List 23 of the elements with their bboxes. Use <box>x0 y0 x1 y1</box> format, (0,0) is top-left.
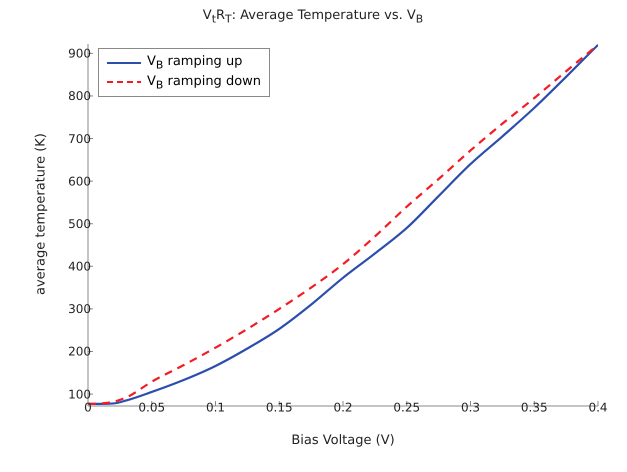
x-tick-label: 0.3 <box>460 400 480 415</box>
y-tick-label: 400 <box>68 260 91 274</box>
y-tick-label: 800 <box>68 89 91 104</box>
x-tick-label: 0 <box>84 400 92 415</box>
x-tick-label: 0.05 <box>138 400 166 415</box>
y-tick-label: 700 <box>68 132 91 146</box>
y-tick-label: 500 <box>68 216 91 231</box>
y-axis-title: average temperature (K) <box>34 133 49 295</box>
x-tick-label: 0.2 <box>333 400 353 415</box>
y-tick-label: 100 <box>68 387 91 402</box>
x-axis-title: Bias Voltage (V) <box>291 433 395 448</box>
x-tick-label: 0.25 <box>393 400 420 415</box>
x-tick-label: 0.35 <box>520 400 548 415</box>
x-tick-label: 0.1 <box>206 400 226 415</box>
y-tick-label: 300 <box>68 302 91 316</box>
legend-label: V$_{B}$ ramping down <box>147 74 262 92</box>
legend-label: V$_{B}$ ramping up <box>147 54 242 72</box>
y-tick-label: 600 <box>68 174 91 188</box>
y-tick-label: 200 <box>68 344 91 359</box>
y-tick-label: 900 <box>68 46 91 61</box>
x-tick-label: 0.15 <box>266 400 293 415</box>
chart-title: V$_{t}$R$_{T}$: Average Temperature vs. V$_{B}$ <box>202 8 424 26</box>
x-tick-label: 0.4 <box>588 400 608 415</box>
